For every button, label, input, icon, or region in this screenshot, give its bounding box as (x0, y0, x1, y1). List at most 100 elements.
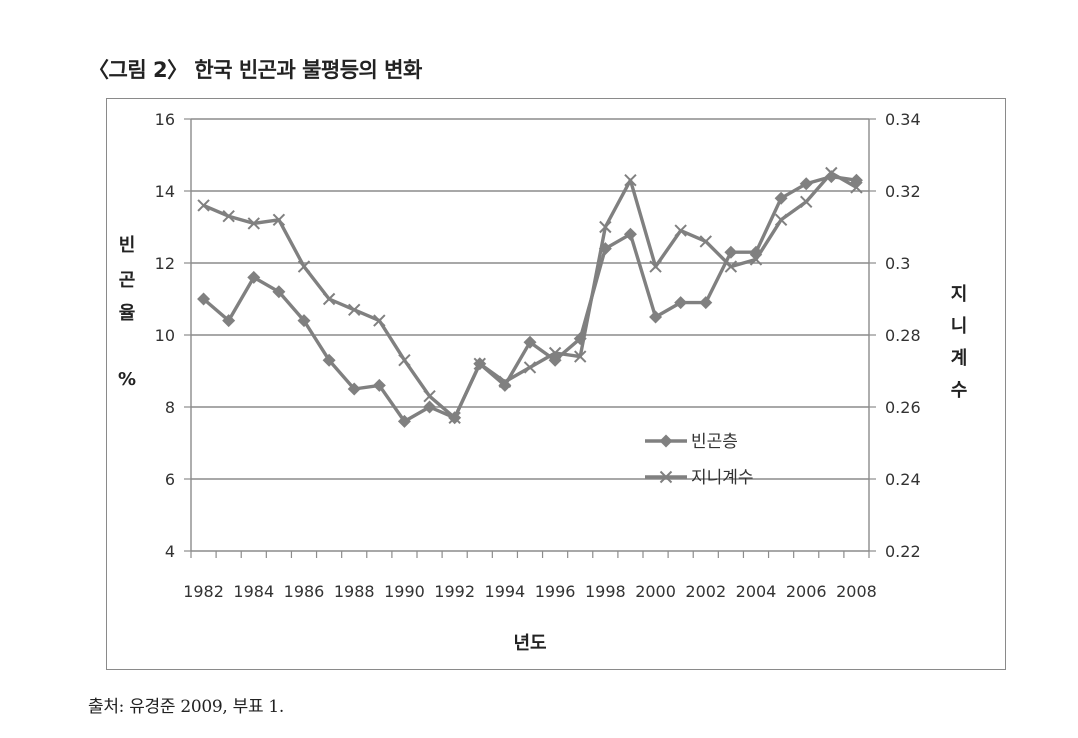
chart-frame: 4 0.22 6 0.24 8 0.26 10 0.28 12 0.3 14 0.32 16 0.34 19… (106, 98, 1006, 670)
gini-point (800, 195, 813, 209)
poverty-rate-point (222, 314, 236, 328)
poverty-rate-point (774, 191, 788, 205)
gini-line (202, 171, 858, 420)
axes (184, 118, 876, 558)
gini-point (272, 213, 286, 227)
left-tick-label: 12 (155, 254, 175, 273)
x-tick-label: 1998 (585, 582, 626, 601)
left-tick-label: 6 (165, 470, 175, 489)
gini-point (423, 389, 436, 403)
gini-point (197, 199, 210, 212)
gini-point (674, 224, 687, 237)
poverty-rate-point (523, 335, 537, 349)
left-axis-title-char: 율 (119, 303, 136, 324)
gini-point (398, 353, 411, 367)
left-tick-label: 8 (165, 398, 175, 417)
series-lines (197, 166, 863, 428)
gini-point (850, 181, 863, 194)
x-tick-label: 1982 (183, 582, 224, 601)
poverty-rate-point (322, 353, 336, 367)
right-axis-title-char: 계 (951, 348, 968, 369)
x-tick-label: 2004 (736, 582, 777, 601)
left-axis-title-char: 곤 (119, 270, 136, 291)
x-tick-label: 1996 (535, 582, 576, 601)
left-tick-label: 16 (155, 110, 175, 129)
gini-point (297, 260, 311, 273)
x-tick-label: 2000 (635, 582, 676, 601)
poverty-rate-point (272, 285, 286, 299)
left-tick-label: 4 (165, 542, 175, 561)
gini-point (624, 173, 637, 187)
legend-item-gini: 지니계수 (645, 468, 754, 488)
gini-point (473, 357, 486, 371)
right-tick-label: 0.3 (885, 254, 910, 273)
figure-title: 〈그림 2〉 한국 빈곤과 불평등의 변화 (88, 58, 422, 82)
poverty-rate-point (724, 245, 738, 259)
legend-label: 빈곤층 (691, 432, 738, 452)
left-tick-label: 14 (155, 182, 175, 201)
gini-point (574, 350, 587, 363)
poverty-rate-point (498, 378, 512, 392)
x-tick-label: 1992 (434, 582, 475, 601)
right-tick-label: 0.28 (885, 326, 921, 345)
source-note: 출처: 유경준 2009, 부표 1. (88, 697, 285, 717)
poverty-rate-point (749, 245, 763, 259)
legend-item-poverty: 빈곤층 (645, 432, 738, 452)
series-poverty-rate (197, 170, 863, 428)
poverty-rate-point (347, 382, 361, 396)
axis-labels: 4 0.22 6 0.24 8 0.26 10 0.28 12 0.3 14 0.32 16 0.34 19… (118, 110, 967, 654)
poverty-rate-point (674, 296, 688, 310)
x-tick-label: 2006 (786, 582, 827, 601)
line-chart: 4 0.22 6 0.24 8 0.26 10 0.28 12 0.3 14 0.32 16 0.34 19… (118, 110, 967, 654)
right-tick-label: 0.26 (885, 398, 921, 417)
right-axis-title-char: 지 (951, 284, 968, 305)
gini-point (699, 235, 712, 248)
poverty-rate-point (423, 400, 437, 414)
poverty-rate-line (202, 174, 857, 424)
gini-point (724, 260, 738, 273)
poverty-rate-point (699, 296, 713, 310)
poverty-rate-point (297, 314, 311, 328)
legend-diamond-marker (659, 434, 673, 448)
right-tick-label: 0.32 (885, 182, 921, 201)
gini-point (498, 375, 512, 389)
legend-x-marker (659, 470, 673, 484)
gini-point (247, 217, 260, 230)
x-axis-title: 년도 (513, 633, 546, 654)
gini-point (348, 303, 361, 317)
poverty-rate-point (247, 270, 261, 284)
gini-point (599, 220, 612, 234)
gini-point (448, 411, 461, 425)
series-gini (197, 166, 863, 425)
x-tick-label: 1988 (334, 582, 375, 601)
grid-lines (191, 118, 869, 480)
poverty-rate-point (397, 414, 411, 428)
poverty-rate-point (649, 310, 663, 324)
x-tick-label: 1984 (233, 582, 274, 601)
gini-point (649, 260, 662, 273)
poverty-rate-point (799, 177, 813, 191)
gini-point (222, 209, 235, 223)
right-axis-title-char: 수 (951, 380, 968, 401)
right-tick-label: 0.24 (885, 470, 921, 489)
poverty-rate-point (623, 227, 637, 241)
gini-point (825, 166, 838, 180)
x-tick-label: 1986 (284, 582, 325, 601)
right-axis-title-char: 니 (951, 316, 968, 337)
left-axis-title-char: 빈 (119, 235, 136, 256)
gini-point (523, 361, 537, 374)
right-tick-label: 0.22 (885, 542, 921, 561)
gini-point (548, 346, 562, 360)
x-tick-label: 1994 (485, 582, 526, 601)
gini-point (749, 253, 763, 266)
right-tick-label: 0.34 (885, 110, 921, 129)
x-tick-label: 2002 (685, 582, 726, 601)
poverty-rate-point (372, 378, 386, 392)
gini-point (373, 314, 386, 327)
gini-point (322, 292, 336, 306)
x-tick-label: 2008 (836, 582, 877, 601)
legend-label: 지니계수 (691, 468, 754, 488)
x-tick-label: 1990 (384, 582, 425, 601)
left-axis-title-char: % (118, 369, 136, 390)
